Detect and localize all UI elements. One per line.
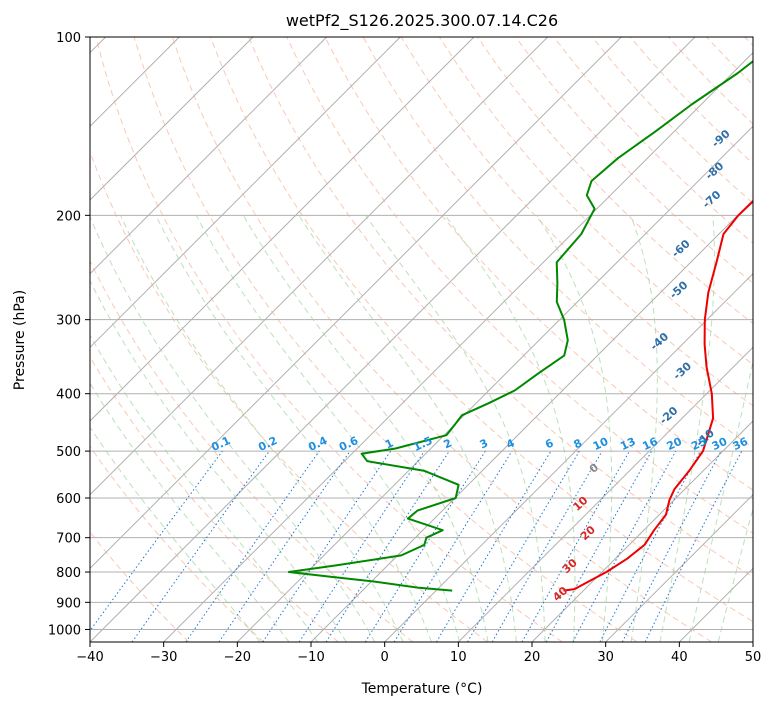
dry-adiabat <box>248 37 753 578</box>
dry-adiabat <box>210 37 753 623</box>
background-lines <box>90 37 753 642</box>
y-tick-label: 800 <box>56 566 81 581</box>
x-tick-label: 40 <box>671 650 688 665</box>
y-tick-label: 300 <box>56 314 81 329</box>
mixing-ratio-label: 20 <box>665 435 685 453</box>
mixing-ratio-label: 25 <box>689 435 708 453</box>
y-tick-label: 1000 <box>48 623 81 638</box>
isotherm-gridline <box>384 272 753 642</box>
x-tick-label: −10 <box>297 650 324 665</box>
moist-adiabat <box>630 215 658 642</box>
mixing-ratio-line <box>572 450 677 642</box>
moist-adiabat <box>90 279 347 642</box>
isotherm-gridline <box>90 37 622 570</box>
mixing-ratio-line <box>521 450 630 642</box>
moist-adiabat <box>444 215 576 642</box>
y-tick-label: 600 <box>56 492 81 507</box>
mixing-ratio-line <box>325 450 450 642</box>
dewpoint-profile-line <box>287 59 753 592</box>
mixing-ratio-label: 13 <box>618 435 637 453</box>
y-tick-label: 400 <box>56 388 81 403</box>
moist-adiabat <box>90 426 261 642</box>
mixing-ratio-line <box>545 450 653 642</box>
isotherm-gridline <box>90 37 696 642</box>
y-tick-label: 700 <box>56 532 81 547</box>
x-tick-label: 20 <box>524 650 541 665</box>
x-tick-label: 30 <box>597 650 614 665</box>
x-axis: −40 −30 −20 −10 0 10 20 30 40 50 <box>76 642 761 665</box>
temperature-profile-line <box>563 199 753 592</box>
series-lines <box>287 59 753 592</box>
dry-adiabat <box>324 37 753 491</box>
isotherm-gridline <box>90 37 328 275</box>
x-axis-label: Temperature (°C) <box>361 681 483 697</box>
mixing-ratio-line <box>185 450 320 642</box>
y-axis-label: Pressure (hPa) <box>12 290 28 390</box>
y-tick-label: 100 <box>56 31 81 46</box>
x-tick-label: −40 <box>76 650 103 665</box>
chart-title: wetPf2_S126.2025.300.07.14.C26 <box>286 11 558 31</box>
mixing-ratio-label: 16 <box>640 435 660 453</box>
dry-adiabat <box>515 37 753 284</box>
isotherm-gridline <box>236 125 753 642</box>
isotherm-gridline <box>90 37 549 496</box>
isotherm-gridline <box>605 493 753 642</box>
plot-frame <box>89 36 754 643</box>
moist-adiabat <box>242 215 489 642</box>
isotherm-gridline <box>90 37 475 422</box>
moist-adiabat <box>195 215 461 642</box>
y-axis: 100 200 300 400 500 600 700 800 900 1000 <box>48 31 90 638</box>
mixing-ratio-line <box>218 450 351 642</box>
isotherm-gridline <box>457 346 753 642</box>
isotherm-gridline <box>90 37 401 349</box>
x-tick-label: 0 <box>381 650 389 665</box>
mixing-ratio-line <box>262 450 392 642</box>
y-tick-label: 900 <box>56 596 81 611</box>
isotherm-gridline <box>163 51 753 642</box>
x-tick-label: −30 <box>150 650 177 665</box>
mixing-ratio-line <box>131 450 270 642</box>
moist-adiabat <box>155 215 432 642</box>
moist-adiabat <box>90 334 319 642</box>
moist-adiabat <box>120 215 404 642</box>
dry-adiabat <box>95 37 563 642</box>
x-tick-label: 10 <box>450 650 467 665</box>
mixing-ratio-line <box>393 450 513 642</box>
mixing-ratio-line <box>90 450 223 632</box>
dry-adiabat <box>286 37 753 534</box>
isotherm-gridline <box>90 37 254 201</box>
moist-adiabat <box>365 215 546 642</box>
moist-adiabat <box>536 215 613 642</box>
dry-adiabat <box>90 259 414 642</box>
mixing-ratio-label: 10 <box>591 435 611 453</box>
mixing-ratio-label: 36 <box>731 435 751 453</box>
mixing-ratio-label: 30 <box>710 435 730 453</box>
moist-adiabat <box>90 215 376 642</box>
y-tick-label: 200 <box>56 209 81 224</box>
x-tick-label: 50 <box>745 650 762 665</box>
y-tick-label: 500 <box>56 445 81 460</box>
moist-adiabat <box>659 215 715 642</box>
mixing-ratio-line <box>644 450 743 642</box>
dry-adiabat <box>171 37 712 642</box>
dry-adiabat <box>90 445 264 642</box>
isotherm-gridline <box>531 420 753 642</box>
dry-adiabat <box>90 356 339 642</box>
x-tick-label: −20 <box>224 650 251 665</box>
